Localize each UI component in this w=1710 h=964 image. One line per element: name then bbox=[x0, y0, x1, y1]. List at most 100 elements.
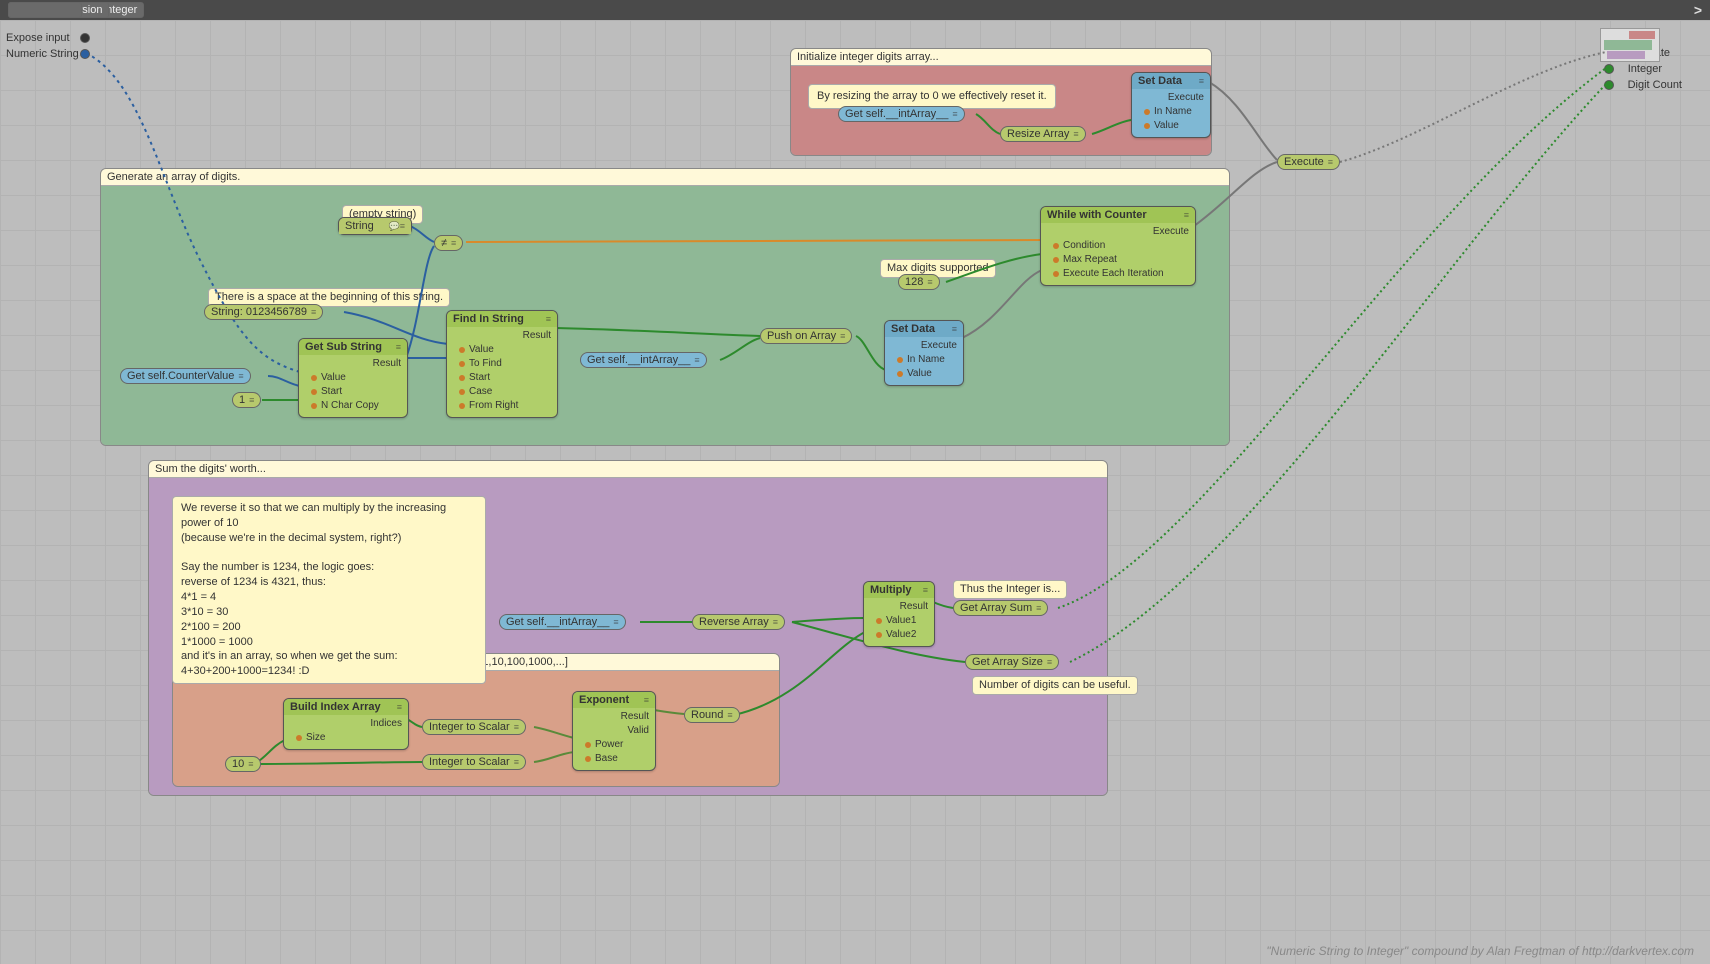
pill-label: Get Array Size bbox=[972, 656, 1043, 668]
pill-icon: ≡ bbox=[952, 109, 957, 119]
node-port[interactable]: Condition bbox=[1053, 239, 1189, 253]
pill-icon: ≡ bbox=[1047, 657, 1052, 667]
node-port[interactable]: Value bbox=[1144, 119, 1204, 133]
node-port[interactable]: Value bbox=[459, 343, 551, 357]
node-title: Exponent bbox=[579, 694, 629, 706]
pill-getcounter[interactable]: Get self.CounterValue≡ bbox=[120, 368, 251, 384]
node-port[interactable]: Value2 bbox=[876, 628, 928, 642]
node-port[interactable]: Base bbox=[585, 752, 649, 766]
node-port[interactable]: Execute Each Iteration bbox=[1053, 267, 1189, 281]
pill-revarr[interactable]: Reverse Array≡ bbox=[692, 614, 785, 630]
node-port[interactable]: In Name bbox=[897, 353, 957, 367]
pill-icon: ≡ bbox=[1328, 157, 1333, 167]
node-port[interactable]: From Right bbox=[459, 399, 551, 413]
node-exponent[interactable]: Exponent≡ Result Valid Power Base bbox=[572, 691, 656, 771]
pill-getint1[interactable]: Get self.__intArray__ ≡ bbox=[838, 106, 965, 122]
node-canvas[interactable]: Expose input Numeric String Evaluate Int… bbox=[0, 20, 1710, 964]
pill-label: Round bbox=[691, 709, 723, 721]
pill-label: Get self.__intArray__ bbox=[845, 108, 948, 120]
pill-icon: ≡ bbox=[514, 722, 519, 732]
pill-push[interactable]: Push on Array≡ bbox=[760, 328, 852, 344]
pill-getint3[interactable]: Get self.__intArray__≡ bbox=[499, 614, 626, 630]
pill-label: Resize Array bbox=[1007, 128, 1069, 140]
output-label: Integer bbox=[1628, 63, 1662, 75]
node-title: Get Sub String bbox=[305, 341, 382, 353]
node-multiply[interactable]: Multiply≡ Result Value1 Value2 bbox=[863, 581, 935, 647]
minimap-thumbnail[interactable] bbox=[1600, 28, 1660, 62]
pill-getsum[interactable]: Get Array Sum≡ bbox=[953, 600, 1048, 616]
node-port[interactable]: Start bbox=[311, 385, 401, 399]
pill-icon: ≡ bbox=[840, 331, 845, 341]
pill-label: Reverse Array bbox=[699, 616, 769, 628]
node-port[interactable]: Value bbox=[897, 367, 957, 381]
pill-icon: ≡ bbox=[311, 307, 316, 317]
node-out: Execute bbox=[1144, 91, 1204, 105]
node-port[interactable]: Value bbox=[311, 371, 401, 385]
pill-n128[interactable]: 128≡ bbox=[898, 274, 940, 290]
node-icon: ≡ bbox=[644, 695, 649, 705]
node-while-counter[interactable]: While with Counter≡ Execute Condition Ma… bbox=[1040, 206, 1196, 286]
input-port-dot[interactable] bbox=[80, 33, 90, 43]
node-title: Find In String bbox=[453, 313, 524, 325]
node-out: Result bbox=[311, 357, 401, 371]
node-out: Indices bbox=[296, 717, 402, 731]
output-port-dot[interactable] bbox=[1604, 64, 1614, 74]
pill-label: Get self.__intArray__ bbox=[587, 354, 690, 366]
output-port-dot[interactable] bbox=[1604, 80, 1614, 90]
pill-icon: ≡ bbox=[514, 757, 519, 767]
pill-icon: ≡ bbox=[694, 355, 699, 365]
node-port[interactable]: N Char Copy bbox=[311, 399, 401, 413]
node-port[interactable]: Max Repeat bbox=[1053, 253, 1189, 267]
pill-label: Integer to Scalar bbox=[429, 756, 510, 768]
pill-one[interactable]: 1≡ bbox=[232, 392, 261, 408]
pill-int2scal1[interactable]: Integer to Scalar ≡ bbox=[422, 719, 526, 735]
node-title: Set Data bbox=[1138, 75, 1182, 87]
pill-label: ≠ bbox=[441, 237, 447, 249]
input-label: Numeric String bbox=[6, 48, 79, 60]
node-icon: ≡ bbox=[397, 702, 402, 712]
region-title: Generate an array of digits. bbox=[101, 169, 1229, 186]
node-port[interactable]: In Name bbox=[1144, 105, 1204, 119]
output-label: Digit Count bbox=[1628, 79, 1682, 91]
node-port[interactable]: Start bbox=[459, 371, 551, 385]
pill-resize[interactable]: Resize Array ≡ bbox=[1000, 126, 1086, 142]
pill-notequal[interactable]: ≠≡ bbox=[434, 235, 463, 251]
comment: Thus the Integer is... bbox=[953, 580, 1067, 599]
node-set-data[interactable]: Set Data≡ Execute In Name Value bbox=[884, 320, 964, 386]
node-port[interactable]: Case bbox=[459, 385, 551, 399]
tasks-value[interactable] bbox=[8, 2, 82, 18]
pill-ten[interactable]: 10≡ bbox=[225, 756, 261, 772]
node-port[interactable]: To Find bbox=[459, 357, 551, 371]
pill-execute[interactable]: Execute≡ bbox=[1277, 154, 1340, 170]
node-title: Set Data bbox=[891, 323, 935, 335]
node-build-index-array[interactable]: Build Index Array≡ Indices Size bbox=[283, 698, 409, 750]
node-set-data[interactable]: Set Data ≡ Execute In Name Value bbox=[1131, 72, 1211, 138]
pill-getint2[interactable]: Get self.__intArray__ ≡ bbox=[580, 352, 707, 368]
input-port-dot[interactable] bbox=[80, 49, 90, 59]
node-port[interactable]: Value1 bbox=[876, 614, 928, 628]
node-get-sub-string[interactable]: Get Sub String≡ Result Value Start N Cha… bbox=[298, 338, 408, 418]
node-title: String bbox=[345, 220, 374, 232]
node-out: Valid bbox=[585, 724, 649, 738]
pill-str0123[interactable]: String: 0123456789≡ bbox=[204, 304, 323, 320]
pill-icon: ≡ bbox=[248, 759, 253, 769]
region-title: Initialize integer digits array... bbox=[791, 49, 1211, 66]
pill-round[interactable]: Round≡ bbox=[684, 707, 740, 723]
pill-label: Integer to Scalar bbox=[429, 721, 510, 733]
node-icon: ≡ bbox=[923, 585, 928, 595]
node-port[interactable]: Size bbox=[296, 731, 402, 745]
node-icon: ≡ bbox=[1199, 76, 1204, 86]
pill-icon: ≡ bbox=[1036, 603, 1041, 613]
pill-label: Get self.CounterValue bbox=[127, 370, 234, 382]
pill-icon: ≡ bbox=[249, 395, 254, 405]
node-port[interactable]: Power bbox=[585, 738, 649, 752]
node-icon: ≡ bbox=[546, 314, 551, 324]
attribution: "Numeric String to Integer" compound by … bbox=[1266, 944, 1694, 958]
node-string[interactable]: String💬≡ bbox=[338, 217, 412, 235]
pill-icon: ≡ bbox=[1073, 129, 1078, 139]
node-find-in-string[interactable]: Find In String≡ Result Value To Find Sta… bbox=[446, 310, 558, 418]
fwd-chevron[interactable]: > bbox=[1694, 2, 1702, 18]
node-title: While with Counter bbox=[1047, 209, 1147, 221]
pill-int2scal2[interactable]: Integer to Scalar ≡ bbox=[422, 754, 526, 770]
pill-getsize[interactable]: Get Array Size ≡ bbox=[965, 654, 1059, 670]
